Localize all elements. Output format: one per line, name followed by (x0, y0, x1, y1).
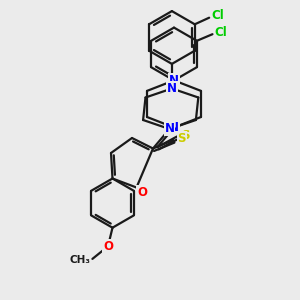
Text: S: S (178, 132, 186, 145)
Text: Cl: Cl (212, 9, 224, 22)
Text: Cl: Cl (214, 26, 227, 39)
Text: N: N (169, 121, 179, 134)
Text: O: O (137, 185, 147, 199)
Text: N: N (164, 122, 175, 136)
Text: O: O (103, 240, 113, 254)
Text: CH₃: CH₃ (69, 255, 90, 266)
Text: N: N (169, 74, 179, 87)
Text: N: N (167, 82, 177, 95)
Text: S: S (181, 128, 190, 142)
